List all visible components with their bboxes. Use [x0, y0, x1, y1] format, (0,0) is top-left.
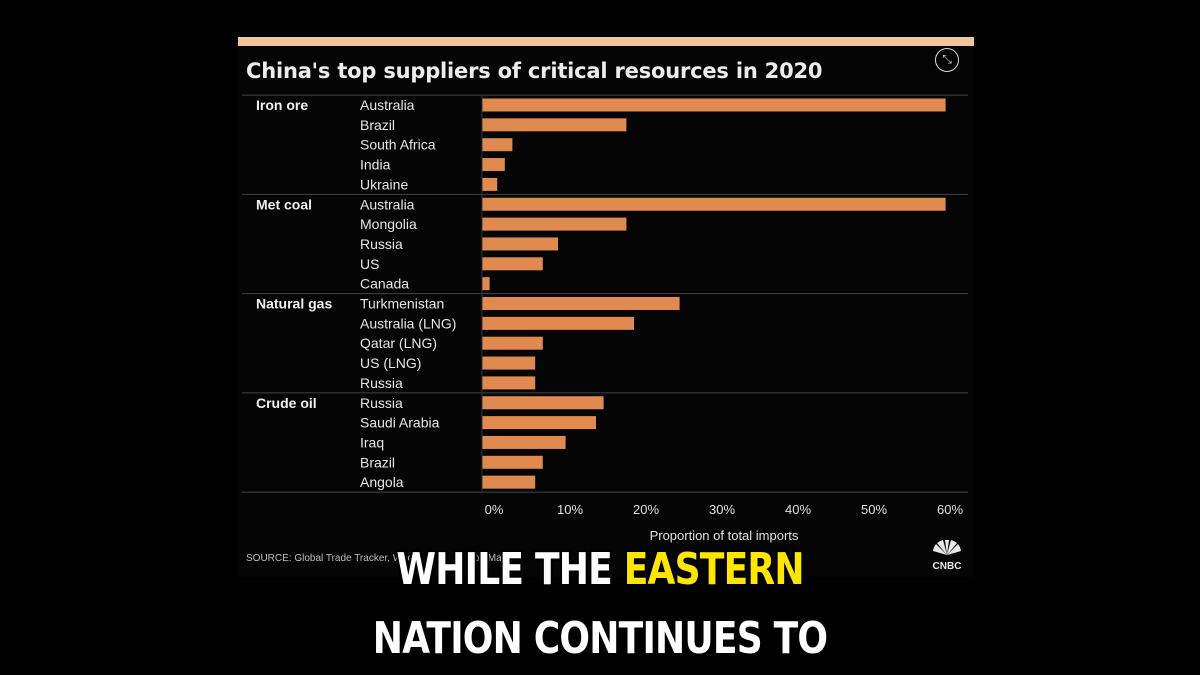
- category-label: India: [360, 157, 391, 173]
- bar: [482, 416, 596, 430]
- bar: [482, 316, 634, 330]
- caption-line-2: NATION CONTINUES TO: [372, 613, 828, 664]
- category-label: Angola: [360, 474, 404, 490]
- bar: [482, 336, 543, 350]
- expand-icon[interactable]: ⤡: [935, 48, 959, 72]
- category-label: Russia: [360, 236, 403, 252]
- category-label: South Africa: [360, 137, 436, 153]
- bar: [482, 158, 505, 172]
- x-tick-label: 30%: [709, 502, 735, 517]
- category-label: Brazil: [360, 117, 395, 133]
- bar: [482, 197, 946, 211]
- x-tick-label: 60%: [937, 502, 963, 517]
- category-label: Ukraine: [360, 176, 408, 192]
- bar-chart: Iron ore Australia Brazil South Africa India…: [242, 94, 968, 543]
- x-tick-label: 10%: [557, 502, 583, 517]
- category-label: Qatar (LNG): [360, 335, 437, 351]
- bar: [482, 396, 604, 410]
- cnbc-logo: CNBC: [933, 539, 962, 571]
- caption-line-1-prefix: WHILE THE: [396, 544, 613, 595]
- source-text-tail: od Mack: [473, 553, 512, 564]
- bar: [482, 277, 490, 291]
- bar: [482, 118, 627, 132]
- category-label: Russia: [360, 395, 403, 411]
- category-label: Turkmenistan: [360, 296, 444, 312]
- bar: [482, 455, 543, 469]
- category-label: Australia: [360, 97, 415, 113]
- bar: [482, 138, 513, 152]
- category-label: US: [360, 256, 379, 272]
- x-tick-label: 50%: [861, 502, 887, 517]
- group-label: Met coal: [256, 196, 312, 212]
- category-label: Iraq: [360, 434, 384, 450]
- category-label: Brazil: [360, 454, 395, 470]
- accent-bar: [238, 37, 974, 46]
- x-axis-label: Proportion of total imports: [650, 528, 799, 543]
- bar: [482, 376, 536, 390]
- group-label: Iron ore: [256, 97, 308, 113]
- category-label: Canada: [360, 276, 409, 292]
- group-label: Natural gas: [256, 296, 332, 312]
- category-label: US (LNG): [360, 355, 421, 371]
- category-label: Saudi Arabia: [360, 415, 440, 431]
- source-text: SOURCE: Global Trade Tracker, Woo: [246, 553, 414, 564]
- bar: [482, 475, 536, 489]
- caption-line-1-highlight: EASTERN: [623, 544, 805, 595]
- category-label: Australia (LNG): [360, 315, 456, 331]
- bar: [482, 98, 946, 112]
- cnbc-wordmark: CNBC: [933, 561, 962, 571]
- category-label: Russia: [360, 375, 403, 391]
- bar: [482, 257, 543, 271]
- bar: [482, 177, 498, 191]
- caption-line-1: WHILE THE EASTERN: [108, 548, 1092, 592]
- x-tick-label: 40%: [785, 502, 811, 517]
- source-note: SOURCE: Global Trade Tracker, Woo od Mac…: [246, 553, 512, 564]
- bar: [482, 237, 558, 251]
- bar: [482, 297, 680, 310]
- bar: [482, 217, 627, 231]
- category-label: Mongolia: [360, 216, 417, 232]
- chart-title: China's top suppliers of critical resour…: [246, 59, 823, 83]
- x-tick-label: 20%: [633, 502, 659, 517]
- group-label: Crude oil: [256, 395, 317, 411]
- bar: [482, 435, 566, 449]
- category-label: Australia: [360, 196, 415, 212]
- x-tick-label: 0%: [485, 502, 504, 517]
- bar: [482, 356, 536, 370]
- chart-panel: China's top suppliers of critical resour…: [238, 37, 974, 577]
